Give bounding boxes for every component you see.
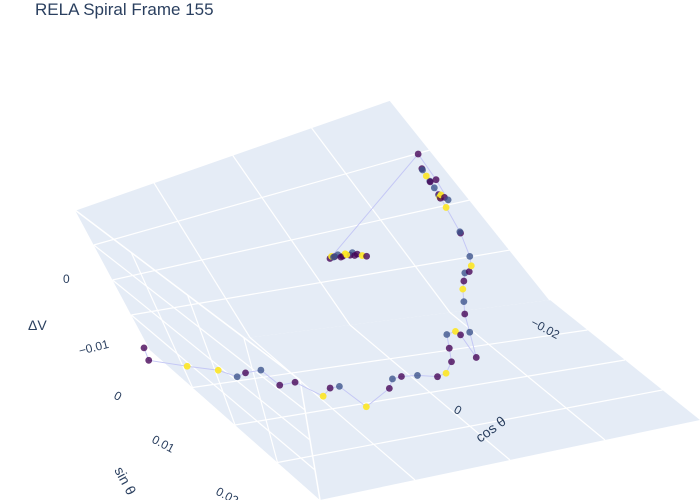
data-point-65 [343,251,351,259]
edge-top-back [74,99,391,211]
data-point-10 [326,384,334,392]
data-point-9 [319,392,327,400]
grid-left-horizontal-2 [93,244,306,411]
y-tick-0.02: 0.02 [214,484,241,500]
data-point-18 [442,369,450,377]
scene [74,99,700,500]
data-point-13 [385,384,393,392]
data-point-14 [389,375,396,383]
grid-floor-y-2 [277,389,663,464]
data-point-1 [145,356,153,364]
data-point-50 [432,176,440,184]
y-axis-title: sin θ [111,464,139,498]
data-point-2 [183,362,191,370]
data-point-5 [242,369,249,377]
z-tick-0: 0 [63,272,70,286]
edge-front-left [299,379,321,500]
data-point-66 [351,252,359,259]
scene-edges [74,99,551,500]
data-point-29 [460,277,468,285]
chart-title: RELA Spiral Frame 155 [35,0,214,19]
data-point-21 [443,331,451,338]
data-point-44 [422,172,430,180]
data-point-43 [419,166,426,174]
data-point-6 [257,366,265,374]
scene-gridlines [93,127,663,481]
data-point-15 [398,373,405,380]
edge-top-left [74,209,301,381]
data-point-11 [336,382,343,390]
y-tick-0: 0 [112,388,125,404]
data-point-19 [448,358,455,366]
data-point-27 [460,298,468,306]
data-point-51 [414,150,422,158]
data-point-36 [442,204,450,211]
data-point-16 [414,372,421,379]
data-point-7 [276,381,284,389]
grid-back-horizontal-2 [93,149,431,246]
grid-floor-y-1 [234,359,626,426]
data-point-24 [472,354,480,361]
grid-back-horizontal-1 [112,199,471,281]
data-point-22 [452,327,459,335]
data-point-0 [140,344,148,352]
z-tick-neg-0.01: −0.01 [77,337,110,358]
z-axis-title: ΔV [28,317,47,333]
data-point-23 [457,331,464,339]
grid-back-vertical-2 [310,127,451,313]
data-point-8 [291,378,299,386]
data-point-63 [330,253,337,261]
data-point-49 [444,196,452,204]
y-tick-0.01: 0.01 [150,432,177,455]
floor-pane [150,300,700,500]
data-point-31 [465,268,473,276]
data-point-17 [434,373,441,381]
grid-left-vertical-2 [243,337,279,463]
data-point-4 [233,373,241,381]
data-point-46 [430,184,438,192]
data-point-35 [456,228,464,236]
data-point-33 [466,252,474,260]
data-point-62 [363,252,371,260]
data-point-28 [459,285,467,293]
data-point-32 [467,262,475,270]
grid-floor-x-2 [449,312,606,441]
data-point-25 [466,328,474,336]
trace-markers [140,150,480,411]
data-point-3 [214,366,222,374]
data-point-45 [426,178,434,186]
data-point-64 [337,253,345,261]
edge-right-back [389,99,551,301]
grid-left-horizontal-1 [112,279,311,441]
data-point-26 [461,310,469,318]
data-point-12 [362,403,370,411]
data-point-20 [445,344,453,352]
